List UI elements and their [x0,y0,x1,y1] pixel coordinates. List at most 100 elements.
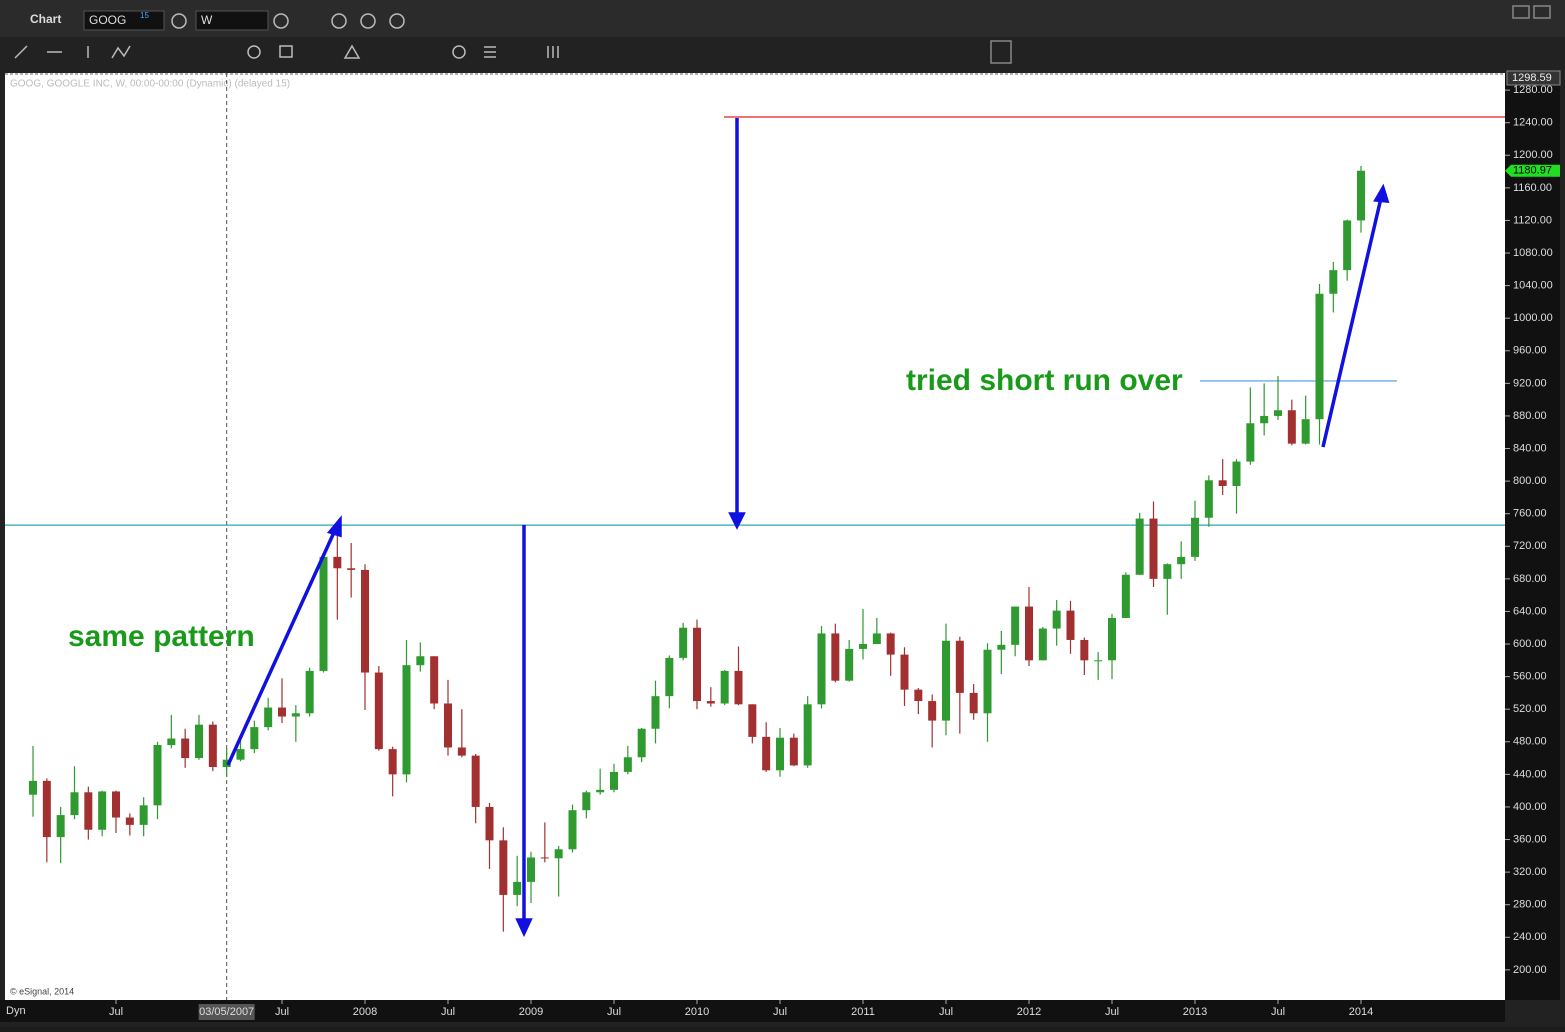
icon[interactable] [279,45,293,58]
x-tick-label: Jul [441,1006,455,1018]
arrow-head [515,918,533,938]
candle-body [1094,660,1103,662]
crosshair-label: 03/05/2007 [199,1006,254,1018]
candle-body [153,745,162,806]
candle-body [1038,628,1047,661]
icon[interactable] [273,13,289,29]
y-tick-label: 560.00 [1513,671,1547,683]
corner-label: Dyn [6,1005,26,1017]
candle-body [195,724,203,759]
symbol: GOOG [89,13,126,27]
candle-body [1260,415,1269,424]
y-tick-label: 760.00 [1513,508,1547,520]
y-tick-label: 480.00 [1513,736,1547,748]
candle-body [485,806,494,841]
icon[interactable] [990,40,1012,64]
candle-body [167,738,176,746]
candle-body [98,791,107,830]
x-tick-label: Jul [275,1006,289,1018]
candle-body [430,656,439,704]
y-tick-label: 360.00 [1513,833,1547,845]
y-tick-label: 1280.00 [1513,84,1553,96]
y-tick-label: 640.00 [1513,605,1547,617]
icon[interactable] [343,44,559,59]
icon[interactable] [247,45,261,59]
candle-body [1204,480,1213,518]
candle-body [499,840,508,895]
candle-body [720,670,729,704]
icon[interactable] [1512,5,1530,19]
candle-body [1191,517,1199,557]
icon[interactable] [360,13,376,29]
candle-body [70,792,79,816]
y-tick-label: 1160.00 [1513,182,1552,194]
arrow [226,527,338,766]
candle-body [444,703,452,748]
candle-body [29,780,37,795]
candle-body [1315,293,1324,420]
candle-body [1343,220,1352,271]
x-tick-label: Jul [1271,1006,1285,1018]
y-tick-label: 1000.00 [1513,312,1553,324]
candle-body [596,789,605,793]
y-tick-label: 960.00 [1513,345,1547,357]
candle-body [513,881,522,895]
x-tick-label: Jul [607,1006,621,1018]
candle-body [623,757,632,772]
candle-body [278,707,286,717]
candle-body [42,780,51,838]
candle-body [1135,518,1144,575]
arrow-head [1373,183,1390,203]
icon[interactable] [331,13,347,29]
toolbar-icons [14,5,1551,64]
y-tick-label: 720.00 [1513,540,1547,552]
candle-body [831,633,840,681]
symbol-box[interactable] [83,10,165,31]
y-tick-label: 280.00 [1513,899,1547,911]
icon[interactable] [452,45,466,59]
x-tick-label: 2013 [1183,1006,1207,1018]
candle-body [527,857,535,882]
candle-body [1274,410,1282,416]
candle-body [845,648,854,681]
y-tick-label: 520.00 [1513,703,1547,715]
x-tick-label: 2009 [519,1006,543,1018]
candle-body [1287,410,1296,444]
candle-body [1121,574,1130,618]
candle-body [803,704,812,766]
candle-body [236,749,245,760]
candle-body [1025,606,1033,661]
interval-box[interactable] [195,10,269,31]
x-tick-label: Jul [773,1006,787,1018]
crosshair-label-bg [198,1004,255,1020]
icon[interactable] [1533,5,1551,19]
candle-body [693,627,701,702]
candle-body [181,738,190,759]
candle-body [1218,480,1227,486]
y-tick-label: 840.00 [1513,442,1547,454]
top-label-bg [1506,70,1561,86]
icon[interactable] [171,13,187,29]
x-tick-label: Jul [109,1006,123,1018]
y-tick-label: 200.00 [1513,964,1547,976]
candle-body [955,640,964,693]
candle-body [914,689,923,702]
candle-body [56,815,65,838]
y-tick-label: 400.00 [1513,801,1547,813]
candle-body [789,737,798,766]
y-tick-label: 1080.00 [1513,247,1553,259]
candle-body [983,649,992,714]
candle-body [610,771,618,790]
y-tick-label: 1200.00 [1513,149,1553,161]
icon[interactable] [389,13,405,29]
candle-body [817,633,826,705]
candle-body [125,817,134,825]
candle-body [748,704,757,737]
x-tick-label: 2012 [1017,1006,1041,1018]
candle-body [333,556,342,569]
candle-body [457,747,466,756]
y-tick-label: 600.00 [1513,638,1547,650]
candle-body [1108,617,1116,661]
icon[interactable] [14,45,131,59]
